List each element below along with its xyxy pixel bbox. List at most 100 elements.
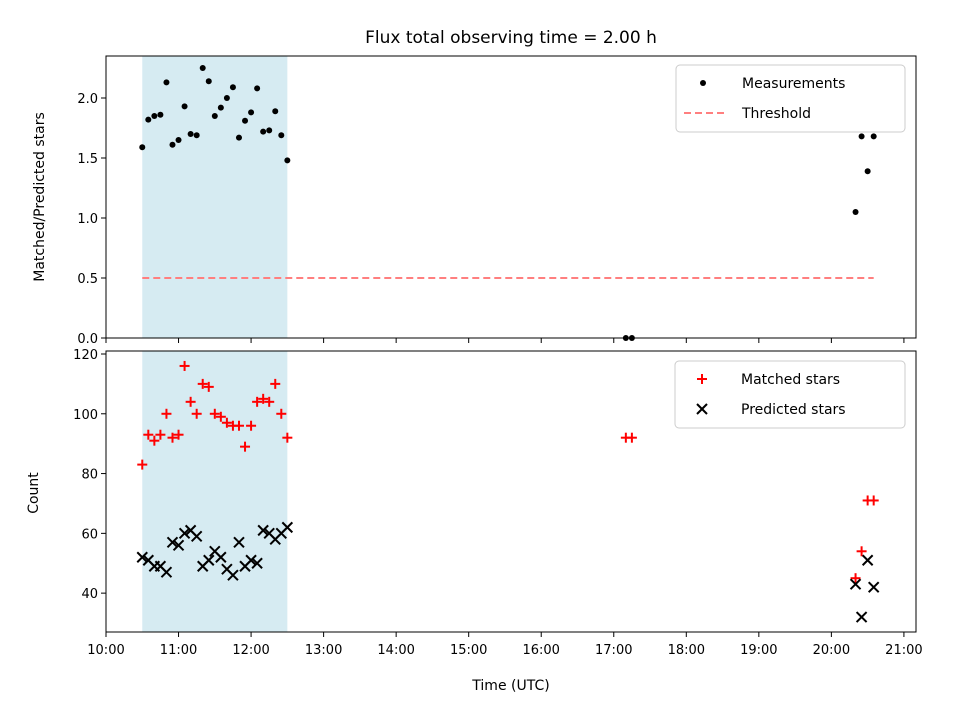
measurement-point: [163, 79, 170, 86]
predicted-star-point: [257, 524, 269, 537]
measurement-point: [278, 132, 285, 139]
measurement-point: [145, 116, 152, 123]
bottom-shaded-span: [142, 351, 288, 632]
legend-label: Predicted stars: [741, 402, 846, 418]
matched-star-point: [240, 441, 251, 452]
matched-star-point: [850, 573, 861, 584]
measurement-point: [151, 113, 158, 119]
matched-star-point: [270, 378, 281, 389]
matched-star-point: [246, 420, 257, 431]
measurement-point: [235, 134, 242, 141]
predicted-star-point: [160, 566, 173, 578]
legend-frame: [674, 360, 906, 429]
y-tick-label: 0.0: [77, 332, 98, 347]
measurement-point: [242, 117, 249, 124]
matched-star-point: [137, 459, 148, 470]
measurement-point: [199, 65, 206, 71]
measurement-point: [870, 133, 877, 140]
measurement-point: [181, 103, 188, 110]
measurement-point: [229, 84, 236, 91]
matched-star-point: [191, 408, 202, 419]
top-legend: Measurements Threshold: [675, 64, 906, 133]
top-y-axis-label: Matched/Predicted stars: [32, 112, 48, 282]
predicted-star-point: [251, 557, 263, 569]
measurement-point: [205, 78, 212, 85]
matched-star-point: [173, 429, 184, 440]
y-tick-label: 80: [81, 468, 98, 483]
x-tick-label: 20:00: [813, 643, 850, 658]
predicted-star-point: [227, 569, 239, 581]
y-tick-label: 2.0: [77, 92, 98, 107]
y-tick-label: 60: [81, 527, 98, 542]
x-tick-label: 19:00: [740, 643, 777, 658]
matched-star-point: [258, 393, 269, 404]
measurement-point: [284, 157, 291, 164]
bottom-legend: Matched stars Predicted stars: [674, 360, 906, 429]
measurement-point: [223, 95, 230, 101]
measurement-point: [193, 132, 200, 139]
predicted-star-point: [867, 581, 880, 593]
x-tick-label: 13:00: [305, 643, 342, 658]
bottom-panel: 10:00 11:00 12:00 13:00 14:00 15:00 16:00 17:00…: [73, 348, 922, 658]
measurement-point: [272, 108, 279, 115]
predicted-star-point: [849, 578, 862, 590]
matched-star-point: [167, 432, 178, 443]
x-tick-label: 16:00: [522, 643, 559, 658]
bottom-y-axis-label: Count: [26, 472, 42, 514]
measurement-point: [248, 109, 255, 116]
y-tick-label: 100: [73, 408, 98, 423]
predicted-star-point: [233, 536, 245, 549]
matched-star-point: [252, 396, 263, 407]
matched-star-point: [179, 360, 190, 371]
legend-label: Measurements: [742, 76, 845, 92]
top-panel: 0.0 0.5 1.0 1.5 2.0: [77, 55, 917, 347]
predicted-star-point: [190, 530, 203, 543]
measurement-point: [852, 209, 859, 215]
matched-star-point: [203, 381, 214, 392]
measurement-point: [169, 141, 176, 148]
x-tick-label: 11:00: [160, 643, 197, 658]
predicted-star-point: [855, 611, 868, 623]
x-tick-label: 15:00: [450, 643, 487, 658]
y-tick-label: 1.5: [77, 152, 98, 167]
x-tick-label: 21:00: [885, 643, 922, 658]
measurement-point: [864, 168, 871, 175]
legend-label: Threshold: [741, 106, 811, 122]
matched-star-point: [161, 408, 172, 419]
measurement-point: [254, 85, 261, 92]
matched-star-point: [856, 546, 867, 557]
legend-frame: [675, 64, 906, 133]
predicted-star-point: [245, 554, 257, 566]
predicted-star-point: [178, 527, 191, 540]
predicted-star-point: [861, 554, 874, 566]
matched-star-point: [215, 411, 226, 422]
top-plot-frame: [105, 55, 917, 339]
matched-star-point: [155, 429, 166, 440]
matched-star-point: [233, 420, 244, 431]
matched-star-point: [282, 432, 293, 443]
predicted-star-point: [203, 554, 215, 566]
matched-star-point: [149, 435, 160, 446]
measurement-point: [157, 111, 164, 118]
y-tick-label: 1.0: [77, 212, 98, 227]
predicted-star-point: [281, 521, 294, 534]
measurement-point: [139, 144, 146, 151]
x-tick-label: 18:00: [668, 643, 705, 658]
matched-star-point: [185, 396, 196, 407]
x-tick-label: 12:00: [232, 643, 269, 658]
chart-title: Flux total observing time = 2.00 h: [365, 28, 657, 48]
x-tick-label: 14:00: [377, 643, 414, 658]
measurement-point: [260, 128, 267, 135]
predicted-star-point: [172, 539, 185, 552]
y-tick-label: 0.5: [77, 272, 98, 287]
legend-dot-marker: [700, 80, 706, 86]
measurement-point: [266, 127, 273, 134]
matched-star-point: [626, 432, 637, 443]
y-tick-label: 40: [81, 587, 98, 602]
y-tick-label: 120: [73, 348, 98, 363]
matched-star-point: [209, 408, 220, 419]
bottom-plot-frame: [105, 350, 917, 633]
matched-star-point: [264, 396, 275, 407]
matched-star-point: [143, 429, 154, 440]
